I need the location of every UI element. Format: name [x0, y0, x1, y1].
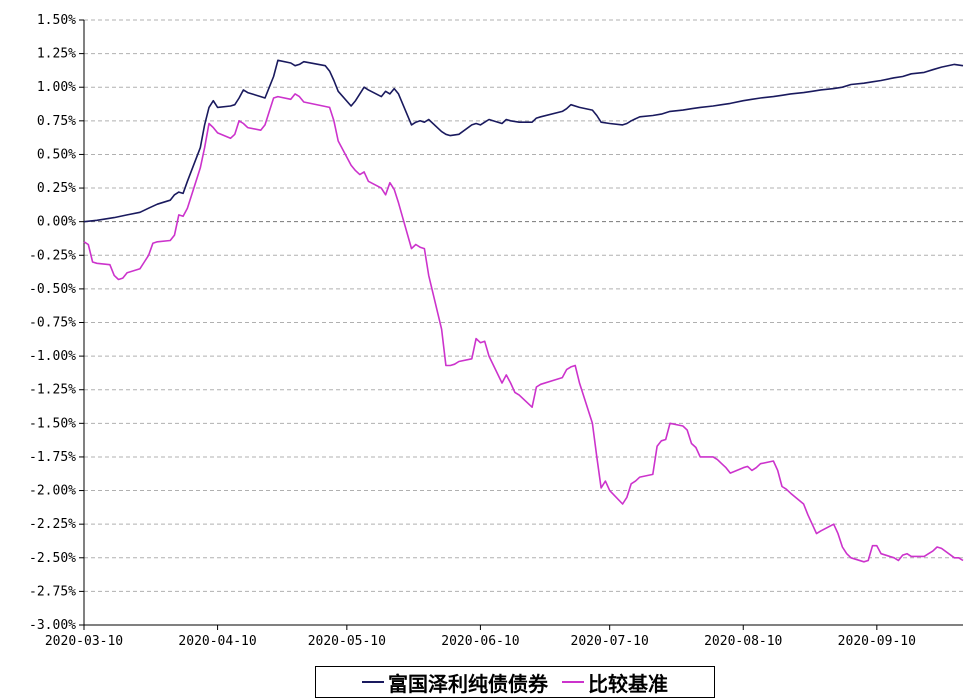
- axis-layer: [79, 19, 963, 630]
- x-tick-label-2: 2020-05-10: [308, 634, 386, 649]
- x-tick-label-5: 2020-08-10: [704, 634, 782, 649]
- y-tick-label-15: -2.25%: [29, 517, 76, 532]
- x-tick-label-3: 2020-06-10: [441, 634, 519, 649]
- x-tick-label-0: 2020-03-10: [45, 634, 123, 649]
- y-tick-labels: 1.50% 1.25% 1.00% 0.75% 0.50% 0.25% 0.00% -0.25…: [29, 13, 76, 633]
- y-tick-label-17: -2.75%: [29, 584, 76, 599]
- x-tick-label-6: 2020-09-10: [838, 634, 916, 649]
- y-tick-label-0: 1.50%: [37, 13, 76, 28]
- legend-item-benchmark: 比较基准: [562, 668, 668, 697]
- y-tick-label-4: 0.50%: [37, 147, 76, 162]
- legend-label-benchmark: 比较基准: [588, 671, 668, 696]
- legend-item-fund: 富国泽利纯债债券: [362, 668, 548, 697]
- y-tick-label-6: 0.00%: [37, 215, 76, 230]
- y-tick-label-12: -1.50%: [29, 416, 76, 431]
- y-tick-label-10: -1.00%: [29, 349, 76, 364]
- y-tick-label-3: 0.75%: [37, 114, 76, 129]
- y-tick-label-2: 1.00%: [37, 80, 76, 95]
- legend: 富国泽利纯债债券 比较基准: [315, 666, 715, 698]
- legend-swatch-fund: [362, 681, 384, 683]
- y-tick-label-14: -2.00%: [29, 484, 76, 499]
- y-tick-label-16: -2.50%: [29, 551, 76, 566]
- series-line-benchmark: [83, 93, 964, 563]
- y-tick-label-7: -0.25%: [29, 248, 76, 263]
- x-tick-labels: 2020-03-10 2020-04-10 2020-05-10 2020-06-10…: [45, 634, 916, 649]
- y-tick-label-13: -1.75%: [29, 450, 76, 465]
- x-tick-label-4: 2020-07-10: [571, 634, 649, 649]
- x-tick-label-1: 2020-04-10: [178, 634, 256, 649]
- legend-label-fund: 富国泽利纯债债券: [388, 671, 548, 696]
- y-tick-label-8: -0.50%: [29, 282, 76, 297]
- y-tick-label-1: 1.25%: [37, 47, 76, 62]
- y-tick-label-5: 0.25%: [37, 181, 76, 196]
- y-tick-label-9: -0.75%: [29, 316, 76, 331]
- series-line-fund: [83, 59, 964, 223]
- legend-swatch-benchmark: [562, 681, 584, 683]
- y-tick-label-11: -1.25%: [29, 383, 76, 398]
- series-layer: [83, 59, 964, 563]
- y-tick-label-18: -3.00%: [29, 618, 76, 633]
